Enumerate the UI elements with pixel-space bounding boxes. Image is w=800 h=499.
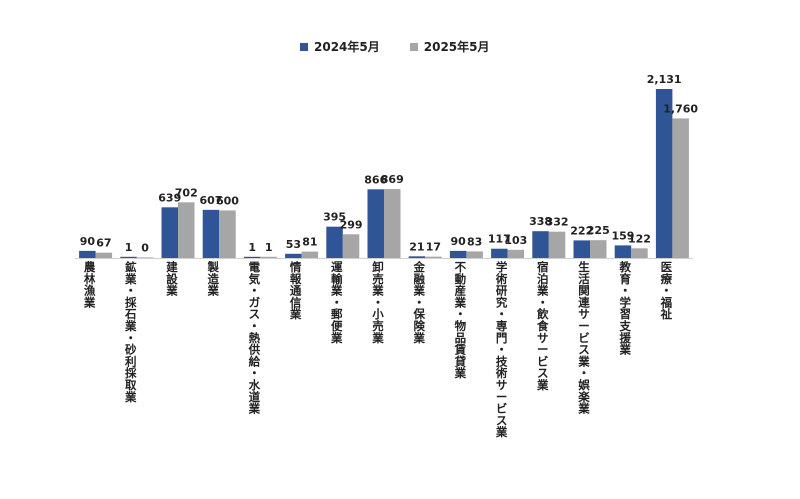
bar-2025-7 — [384, 189, 401, 258]
bar-2024-7 — [367, 189, 384, 258]
category-label-8: 金融業・保険業 — [412, 260, 425, 345]
bar-2024-1 — [120, 256, 137, 258]
bar-2025-12 — [590, 240, 607, 258]
bar-2024-12 — [573, 240, 590, 258]
bar-2025-5 — [301, 251, 319, 258]
data-label-2025-1: 0 — [141, 241, 149, 254]
category-label-4: 電気・ガス・熱供給・水道業 — [248, 260, 261, 416]
data-label-2025-5: 81 — [302, 236, 317, 249]
data-label-2025-11: 332 — [546, 216, 569, 229]
data-label-2025-10: 103 — [504, 234, 527, 247]
bar-2024-4 — [243, 256, 261, 258]
category-label-11: 宿泊業・飲食サービス業 — [536, 260, 549, 392]
bar-2024-10 — [491, 248, 508, 258]
category-label-1: 鉱業・採石業・砂利採取業 — [124, 260, 137, 404]
data-label-2025-0: 67 — [96, 237, 111, 250]
data-label-2025-9: 83 — [467, 235, 482, 248]
bar-2024-9 — [449, 250, 467, 258]
data-label-2025-6: 299 — [340, 218, 363, 231]
legend-label-2025: 2025年5月 — [423, 40, 490, 54]
data-label-2024-7: 866 — [364, 173, 387, 186]
category-label-3: 製造業 — [206, 260, 219, 298]
bar-2024-0 — [79, 250, 96, 258]
bar-2025-11 — [548, 231, 566, 258]
data-label-2025-2: 702 — [175, 186, 198, 199]
category-label-6: 運輸業・郵便業 — [330, 260, 343, 345]
bar-2024-11 — [532, 231, 549, 258]
category-label-2: 建設業 — [165, 260, 178, 298]
bar-2025-10 — [507, 249, 525, 258]
bar-2025-8 — [425, 256, 442, 258]
category-label-12: 生活関連サービス業・娯楽業 — [577, 260, 590, 416]
data-label-2024-13: 159 — [611, 229, 634, 242]
data-label-2024-14: 2,131 — [647, 73, 682, 86]
bar-2024-6 — [326, 226, 343, 258]
bar-2024-3 — [202, 209, 220, 258]
category-label-14: 医療・福祉 — [660, 260, 673, 321]
data-label-2024-12: 222 — [570, 224, 593, 237]
bar-2025-1 — [136, 257, 154, 258]
legend-item-2024: 2024年5月 — [300, 38, 380, 55]
category-label-13: 教育・学習支援業 — [618, 260, 631, 357]
bar-2025-0 — [95, 252, 113, 258]
data-label-2024-0: 90 — [80, 235, 96, 248]
legend-swatch-2025 — [409, 42, 418, 51]
data-label-2025-13: 122 — [628, 232, 651, 245]
bar-2025-13 — [631, 248, 648, 258]
data-label-2025-12: 225 — [587, 224, 610, 237]
data-label-2024-9: 90 — [450, 235, 466, 248]
data-label-2025-8: 17 — [426, 241, 441, 254]
data-label-2024-3: 607 — [199, 194, 222, 207]
data-label-2025-7: 869 — [381, 173, 404, 186]
bar-2025-4 — [260, 256, 277, 258]
data-label-2024-8: 21 — [409, 240, 424, 253]
data-label-2024-5: 53 — [286, 238, 301, 251]
bar-2025-2 — [178, 202, 195, 258]
legend: 2024年5月 2025年5月 — [300, 38, 490, 55]
bar-2024-8 — [408, 256, 426, 258]
legend-swatch-2024 — [300, 42, 308, 51]
bar-2025-3 — [219, 210, 236, 258]
category-label-7: 卸売業・小売業 — [371, 260, 384, 345]
data-label-2024-10: 117 — [488, 233, 511, 246]
data-label-2024-4: 1 — [248, 241, 256, 254]
data-label-2024-11: 338 — [529, 215, 552, 228]
bar-2024-2 — [161, 207, 178, 258]
data-label-2024-2: 639 — [158, 191, 181, 204]
bar-2024-14 — [655, 89, 673, 258]
data-label-2025-3: 600 — [216, 194, 239, 207]
category-label-0: 農林漁業 — [83, 260, 96, 309]
data-label-2024-1: 1 — [125, 241, 133, 254]
bar-2025-9 — [466, 251, 483, 258]
bar-2025-14 — [672, 118, 689, 259]
data-label-2025-14: 1,760 — [663, 102, 698, 115]
legend-item-2025: 2025年5月 — [409, 38, 490, 55]
category-label-5: 情報通信業 — [289, 260, 302, 321]
data-label-2025-4: 1 — [265, 241, 273, 254]
data-label-2024-6: 395 — [323, 211, 346, 224]
category-label-9: 不動産業・物品賃貸業 — [454, 260, 467, 380]
bar-2024-5 — [285, 253, 302, 258]
bar-2025-6 — [342, 234, 360, 258]
bar-2024-13 — [614, 245, 632, 258]
category-label-10: 学術研究・専門・技術サービス業 — [495, 260, 508, 439]
legend-label-2024: 2024年5月 — [314, 40, 380, 54]
